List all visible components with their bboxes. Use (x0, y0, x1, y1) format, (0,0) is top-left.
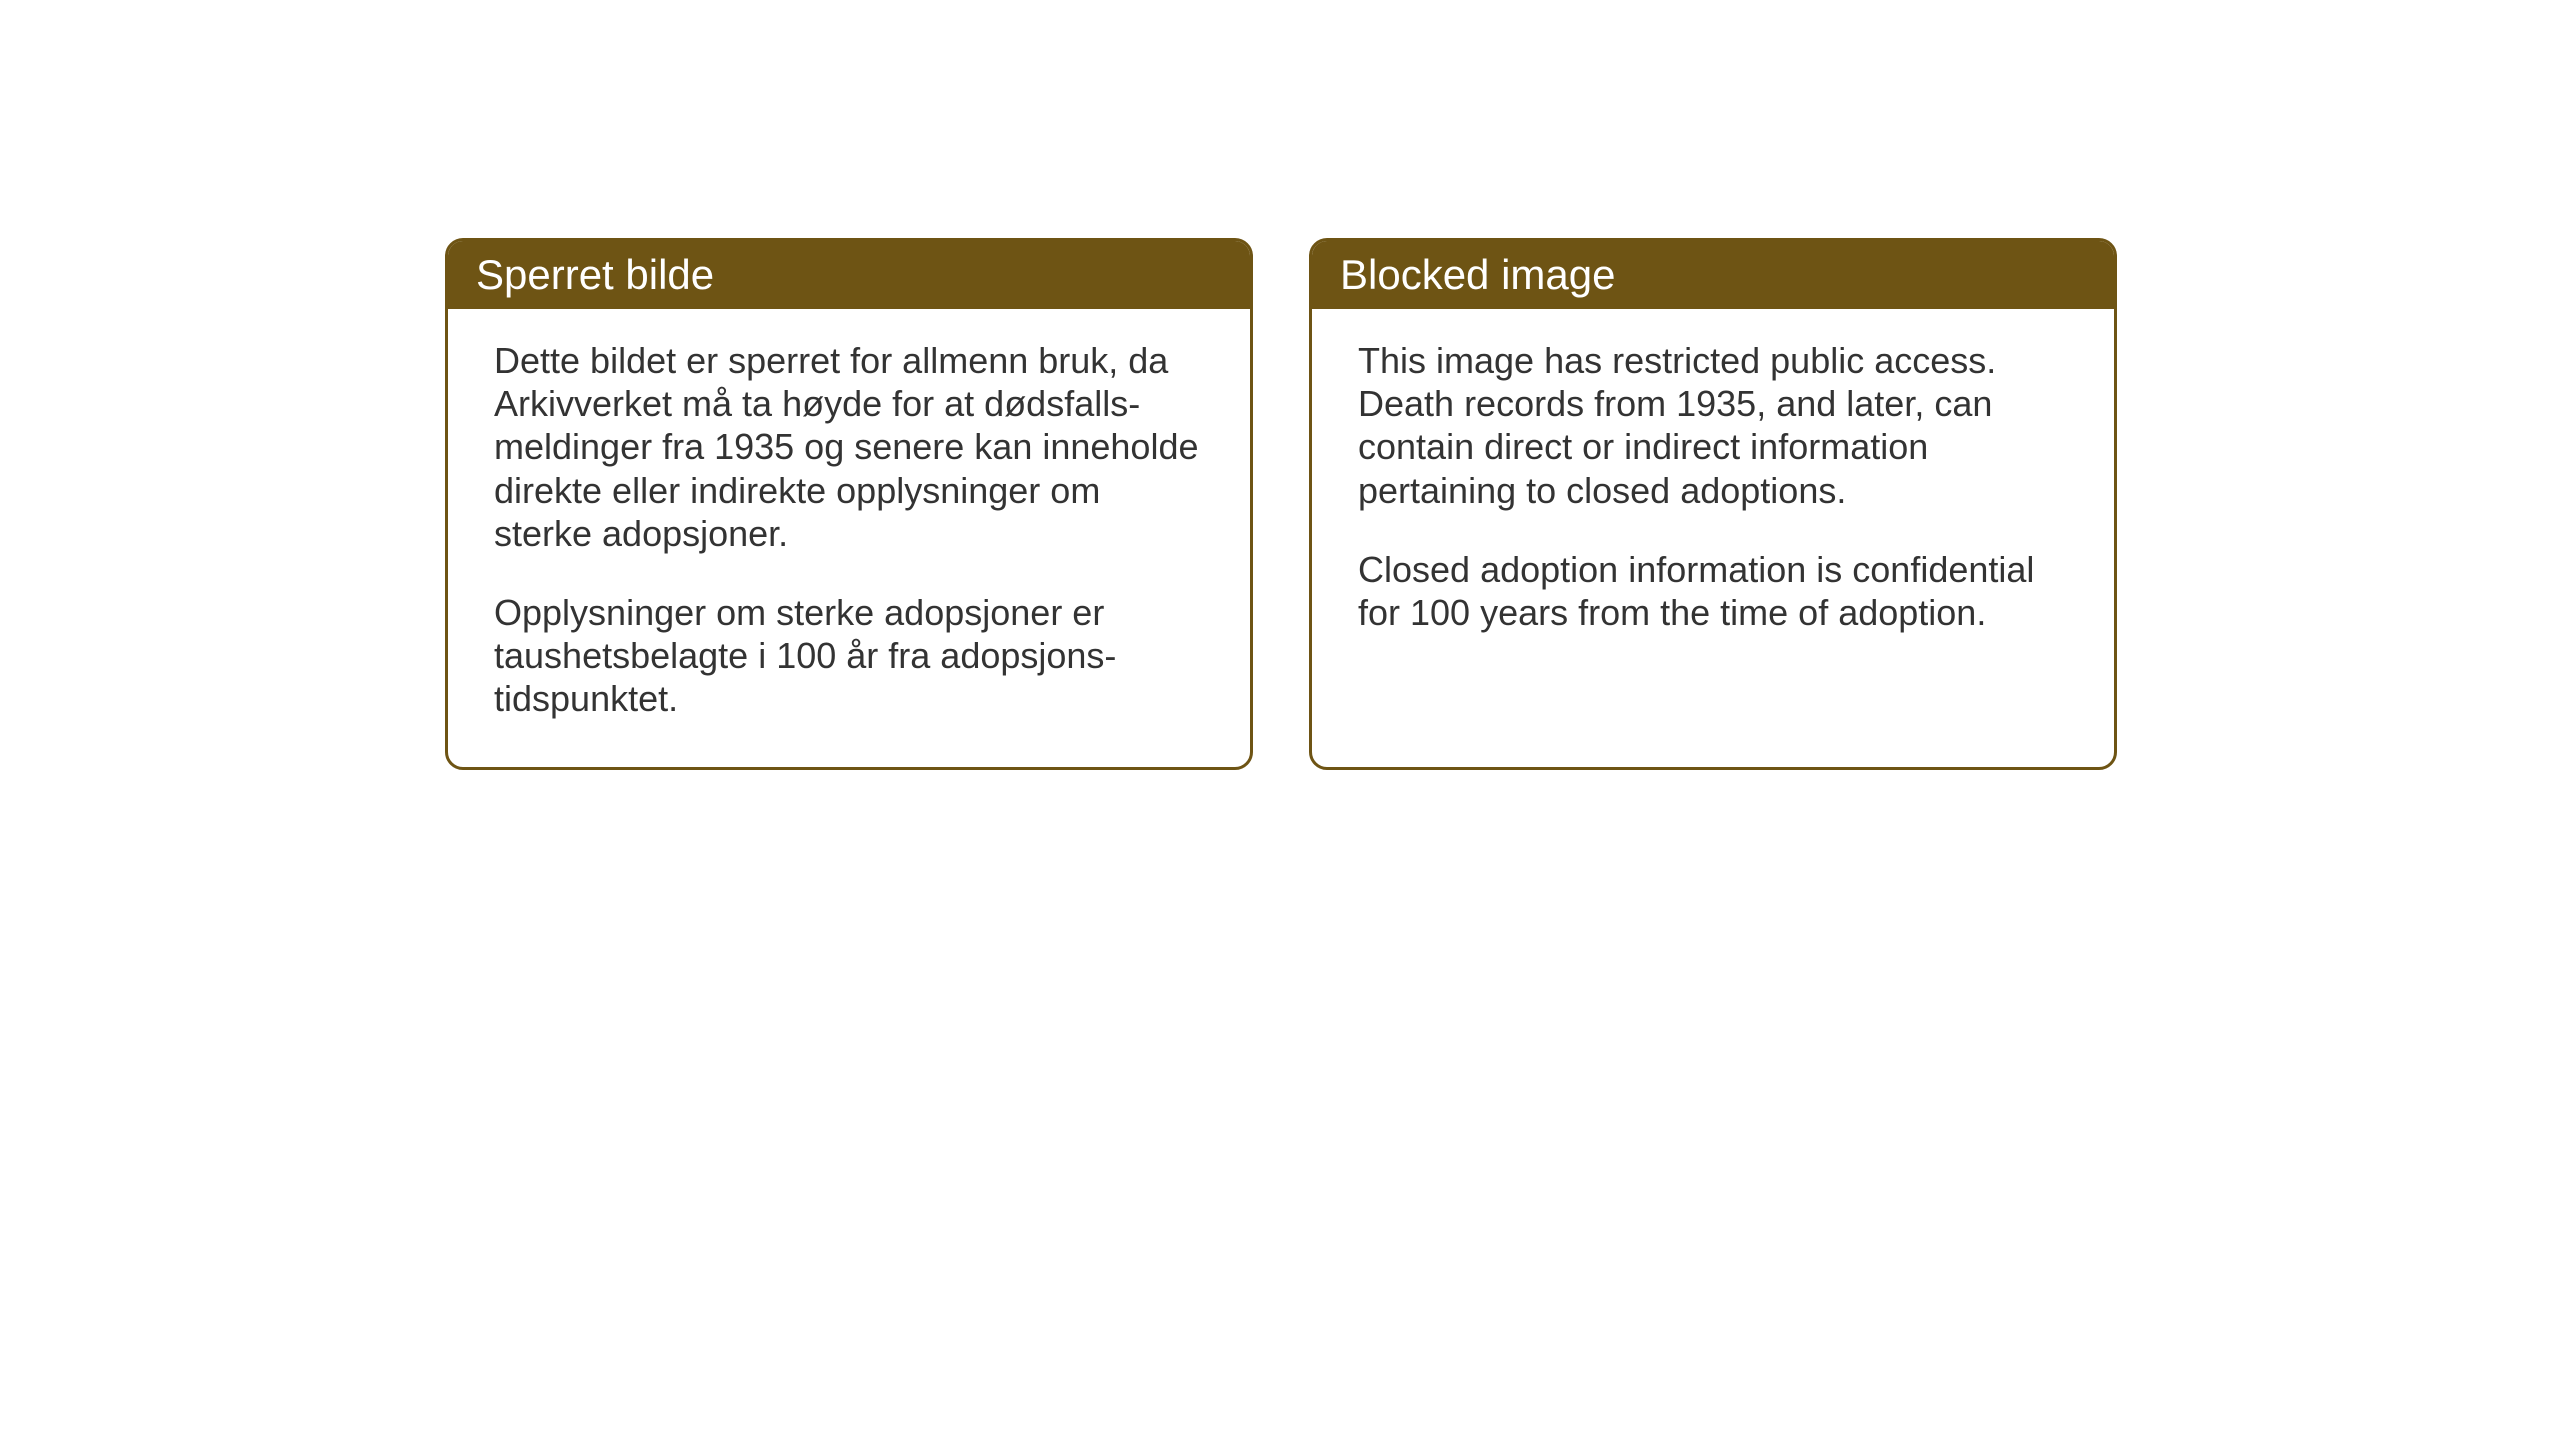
card-norwegian: Sperret bilde Dette bildet er sperret fo… (445, 238, 1253, 770)
card-english: Blocked image This image has restricted … (1309, 238, 2117, 770)
card-body-english: This image has restricted public access.… (1312, 309, 2114, 746)
card-body-norwegian: Dette bildet er sperret for allmenn bruk… (448, 309, 1250, 767)
card-header-norwegian: Sperret bilde (448, 241, 1250, 309)
cards-container: Sperret bilde Dette bildet er sperret fo… (445, 238, 2117, 770)
card-paragraph-english-1: This image has restricted public access.… (1358, 339, 2068, 512)
card-header-english: Blocked image (1312, 241, 2114, 309)
card-title-english: Blocked image (1340, 251, 1615, 298)
card-paragraph-norwegian-2: Opplysninger om sterke adopsjoner er tau… (494, 591, 1204, 721)
card-title-norwegian: Sperret bilde (476, 251, 714, 298)
card-paragraph-english-2: Closed adoption information is confident… (1358, 548, 2068, 634)
card-paragraph-norwegian-1: Dette bildet er sperret for allmenn bruk… (494, 339, 1204, 555)
